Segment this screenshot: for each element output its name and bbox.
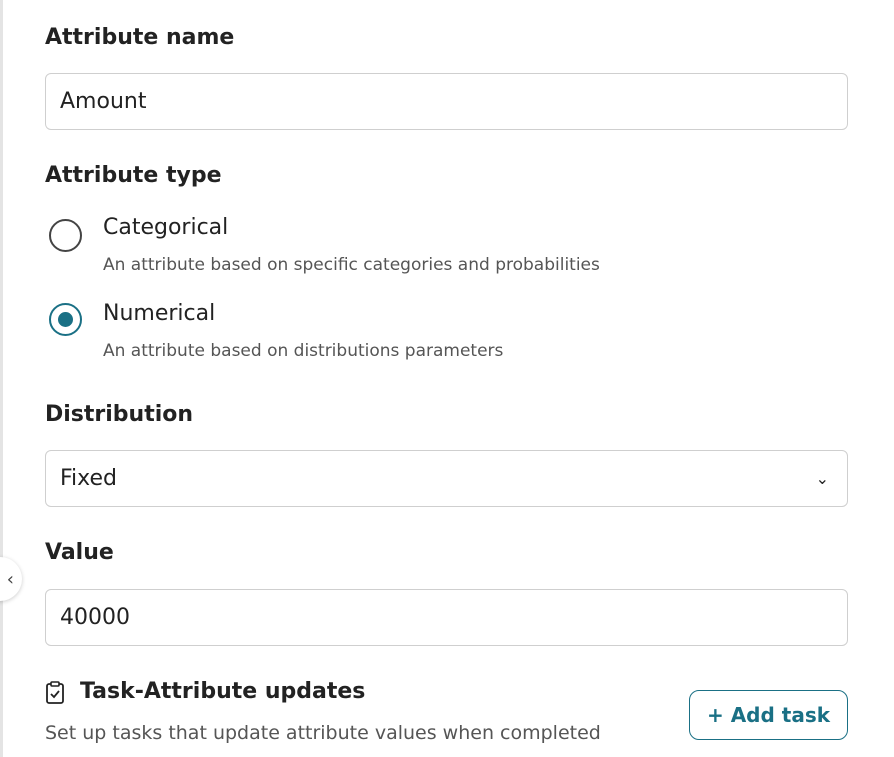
chevron-left-icon: ‹ [6,568,14,590]
categorical-radio[interactable] [49,219,82,252]
task-updates-title: Task-Attribute updates [80,679,366,704]
task-updates-description: Set up tasks that update attribute value… [45,722,601,744]
distribution-value: Fixed [60,466,118,491]
categorical-title: Categorical [103,215,229,240]
clipboard-check-icon [45,681,65,705]
categorical-description: An attribute based on specific categorie… [103,255,600,275]
panel-edge [0,0,3,757]
distribution-label: Distribution [45,402,194,427]
numerical-title: Numerical [103,301,216,326]
numerical-radio[interactable] [49,303,82,336]
distribution-select[interactable]: Fixed ⌄ [45,450,848,507]
attribute-name-input[interactable]: Amount [45,73,848,130]
attribute-name-label: Attribute name [45,25,235,50]
add-task-button[interactable]: + Add task [689,690,848,740]
collapse-panel-button[interactable]: ‹ [0,557,22,601]
value-label: Value [45,540,114,565]
value-input[interactable]: 40000 [45,589,848,646]
attribute-type-label: Attribute type [45,163,222,188]
chevron-down-icon: ⌄ [815,469,829,488]
numerical-description: An attribute based on distributions para… [103,341,504,361]
